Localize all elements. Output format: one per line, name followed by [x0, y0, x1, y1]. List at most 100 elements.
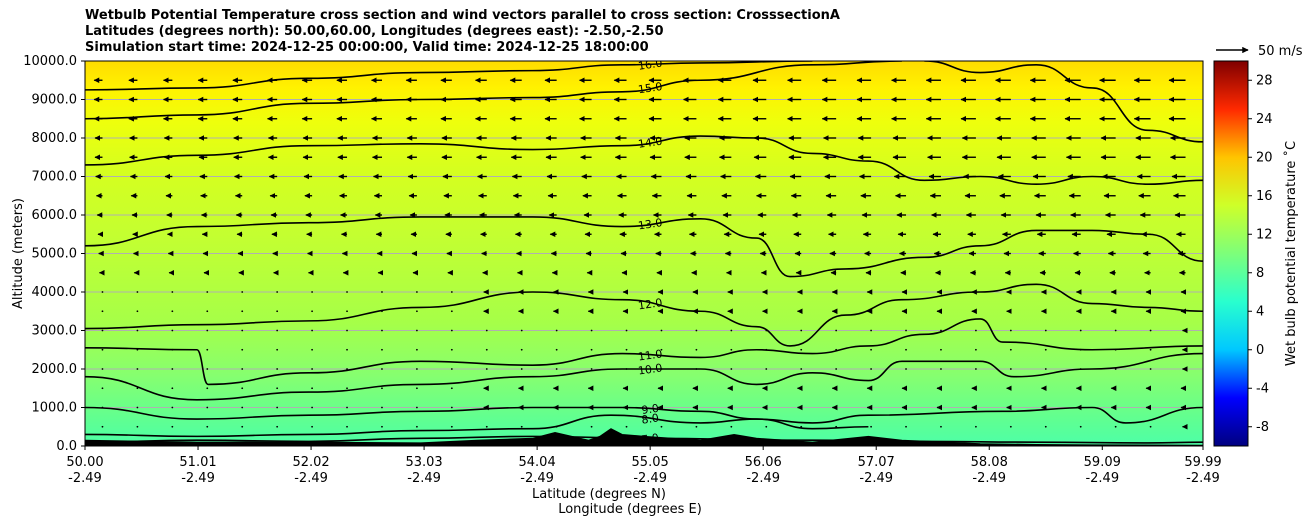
y-tick-label: 7000.0: [32, 170, 78, 185]
x-tick-label-lon: -2.49: [68, 471, 102, 486]
x-axis-label-lat: Latitude (degrees N): [532, 487, 666, 502]
wind-vector: [311, 368, 313, 370]
wind-vector: [171, 368, 174, 370]
x-tick-label-lat: 51.01: [179, 455, 216, 470]
wind-vector: [381, 368, 383, 370]
wind-vector: [311, 387, 313, 390]
wind-vector: [905, 425, 907, 428]
wind-vector: [765, 348, 768, 351]
wind-vector: [975, 368, 977, 370]
wind-vector: [311, 406, 313, 409]
wind-vector: [940, 368, 942, 370]
wind-vector: [311, 348, 313, 351]
y-tick-label: 8000.0: [32, 131, 78, 146]
wind-vector: [905, 329, 907, 332]
wind-vector: [520, 329, 523, 332]
y-tick-label: 6000.0: [32, 208, 78, 223]
wind-vector: [311, 291, 313, 293]
wind-vector: [136, 368, 139, 370]
wind-vector: [1114, 368, 1117, 370]
x-tick-label-lon: -2.49: [294, 471, 328, 486]
wind-vector: [695, 329, 698, 332]
wind-vector: [171, 387, 174, 390]
contour-line: [85, 352, 1203, 401]
wind-vector: [695, 348, 698, 351]
wind-vector: [276, 348, 279, 351]
wind-vector: [800, 348, 803, 351]
x-tick-label-lat: 54.04: [519, 455, 556, 470]
chart-title-line-3: Simulation start time: 2024-12-25 00:00:…: [85, 40, 649, 55]
y-tick-label: 1000.0: [32, 401, 78, 416]
wind-vector: [625, 368, 628, 370]
wind-vector: [241, 329, 244, 332]
wind-vector: [276, 291, 279, 293]
wind-vector: [206, 310, 209, 313]
wind-vector: [765, 368, 768, 370]
wind-vector: [101, 368, 104, 370]
wind-vector: [276, 406, 279, 409]
x-tick-label-lon: -2.49: [746, 471, 780, 486]
wind-vector: [695, 368, 698, 370]
wind-vector: [975, 329, 977, 332]
wind-vector: [136, 406, 139, 409]
wind-vector: [1149, 425, 1152, 428]
colorbar-tick-label: 28: [1256, 73, 1273, 88]
wind-vector: [625, 329, 628, 332]
wind-vector: [136, 329, 139, 332]
wind-vector: [101, 291, 104, 293]
contour-line: [85, 61, 902, 120]
wind-vector: [660, 425, 663, 428]
wind-vector: [1044, 425, 1047, 428]
contour-lines: 16.015.014.013.012.011.010.09.08.07.0: [85, 57, 1203, 446]
contour-label: 15.0: [637, 80, 663, 96]
wind-vector: [520, 348, 523, 351]
wind-vector: [136, 387, 139, 390]
contour-label: 16.0: [637, 57, 663, 73]
x-tick-label-lon: -2.49: [1085, 471, 1119, 486]
wind-vector: [346, 329, 348, 332]
wind-vector: [450, 425, 453, 428]
wind-vector: [1009, 329, 1012, 332]
contour-line: [85, 283, 1203, 347]
wind-vector: [381, 387, 383, 390]
wind-vector: [346, 291, 348, 293]
wind-vector: [416, 406, 418, 409]
wind-vector: [450, 368, 453, 370]
wind-vector: [136, 291, 139, 293]
wind-vector: [590, 368, 593, 370]
wind-vector: [416, 425, 418, 428]
wind-vector: [870, 329, 872, 332]
contour-line: [85, 135, 1203, 186]
wind-vector: [101, 348, 104, 351]
wind-vector: [870, 348, 872, 351]
wind-vector: [1044, 329, 1047, 332]
wind-vector: [171, 310, 174, 313]
wind-vector: [450, 291, 453, 293]
wind-vector: [276, 310, 279, 313]
wind-vector: [136, 348, 139, 351]
wind-vector: [171, 406, 174, 409]
contour-line: [85, 318, 1203, 386]
wind-vector: [730, 348, 733, 351]
wind-vector: [416, 329, 418, 332]
wind-vector: [1079, 329, 1082, 332]
wind-vector: [206, 368, 209, 370]
y-tick-label: 10000.0: [23, 54, 77, 69]
wind-vector: [311, 425, 313, 428]
wind-vector: [625, 348, 628, 351]
contour-label: 9.0: [641, 402, 660, 417]
x-tick-label-lon: -2.49: [407, 471, 441, 486]
wind-vector: [590, 329, 593, 332]
wind-vector: [276, 329, 279, 332]
x-axis-label-lon: Longitude (degrees E): [558, 502, 702, 517]
x-tick-label-lon: -2.49: [181, 471, 215, 486]
wind-vector: [346, 310, 348, 313]
quiver-key-label: 50 m/s: [1258, 44, 1303, 59]
x-tick-label-lat: 59.09: [1084, 455, 1121, 470]
wind-vector: [416, 348, 418, 351]
wind-vector: [1079, 425, 1082, 428]
wind-vector: [730, 329, 733, 332]
wind-vector: [800, 368, 803, 370]
wind-vector: [975, 425, 977, 428]
